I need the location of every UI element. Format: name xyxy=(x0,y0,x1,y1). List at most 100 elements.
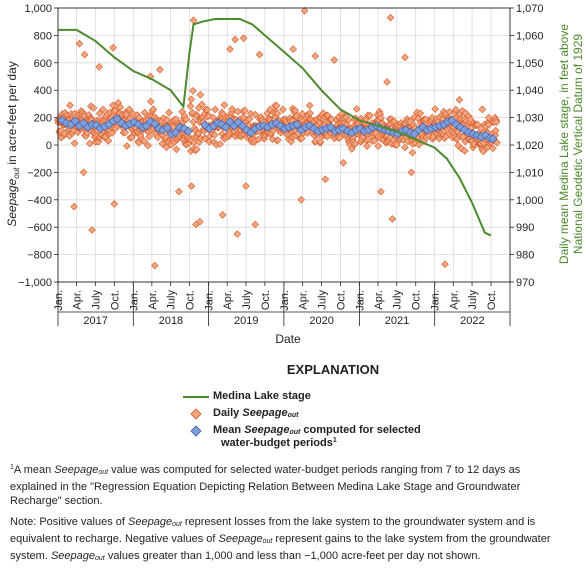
daily-seepage-point xyxy=(305,101,314,110)
daily-seepage-point xyxy=(311,137,320,146)
x-month-label: Apr. xyxy=(298,290,310,310)
x-month-label: Jan. xyxy=(128,290,140,311)
daily-seepage-point xyxy=(386,13,395,22)
daily-seepage-point xyxy=(189,86,197,95)
x-month-label: July xyxy=(392,290,404,310)
daily-seepage-point xyxy=(377,187,385,196)
daily-seepage-point xyxy=(216,140,224,148)
daily-seepage-point xyxy=(147,97,155,106)
daily-seepage-point xyxy=(165,108,173,117)
daily-seepage-point xyxy=(323,132,332,141)
y-tick-label: 600 xyxy=(34,58,52,70)
daily-seepage-point xyxy=(273,109,282,118)
daily-seepage-point xyxy=(89,104,98,112)
mean-seepage-point xyxy=(70,116,80,126)
daily-seepage-point xyxy=(144,141,152,150)
legend-mean-italic: Seepage xyxy=(244,424,290,436)
x-month-label: Oct. xyxy=(260,290,272,310)
mean-seepage-point xyxy=(150,119,160,129)
daily-seepage-point xyxy=(415,140,423,149)
daily-seepage-point xyxy=(79,168,88,177)
daily-seepage-point xyxy=(75,39,84,48)
x-year-label: 2021 xyxy=(385,315,409,327)
x-year-label: 2022 xyxy=(460,315,484,327)
daily-seepage-point xyxy=(95,109,104,118)
y-tick-label: 0 xyxy=(46,140,52,152)
daily-seepage-point xyxy=(316,137,325,146)
y-axis-title-rest: in acre-feet per day xyxy=(5,61,19,164)
daily-seepage-point xyxy=(239,113,248,122)
x-month-label: Oct. xyxy=(335,290,347,310)
daily-seepage-point xyxy=(428,113,437,122)
daily-seepage-point xyxy=(234,107,242,116)
x-month-label: July xyxy=(467,290,479,310)
y-tick-label: −800 xyxy=(27,250,52,262)
legend-mean-text-b: computed for selected xyxy=(303,424,421,436)
y-tick-label: 1,000 xyxy=(24,3,52,15)
daily-seepage-point xyxy=(211,105,220,114)
daily-seepage-point xyxy=(220,101,229,109)
mean-seepage-point xyxy=(481,130,491,141)
daily-seepage-point xyxy=(335,133,344,142)
y2-tick-label: 1,040 xyxy=(516,85,544,97)
daily-seepage-point xyxy=(300,6,309,15)
daily-seepage-point xyxy=(345,116,353,124)
x-month-label: Oct. xyxy=(109,290,121,310)
daily-seepage-point xyxy=(186,102,195,110)
mean-seepage-point xyxy=(309,123,319,134)
daily-seepage-point xyxy=(159,114,168,122)
y2-tick-label: 1,030 xyxy=(516,113,544,125)
daily-seepage-point xyxy=(109,43,117,52)
daily-seepage-point xyxy=(196,217,204,226)
chart-axes xyxy=(54,7,514,326)
daily-seepage-point xyxy=(123,142,131,150)
daily-seepage-point xyxy=(255,50,264,59)
legend-mean-label: Mean Seepageout computed for selected xyxy=(213,424,421,436)
daily-seepage-point xyxy=(401,143,409,152)
daily-seepage-point xyxy=(363,142,371,150)
mean-seepage-point xyxy=(355,123,365,134)
legend-daily-sub: out xyxy=(287,412,299,419)
note-italic-2: Seepage xyxy=(218,533,263,545)
legend-mean-text-line2: water-budget periods xyxy=(221,437,333,449)
x-month-label: Apr. xyxy=(72,290,84,310)
daily-seepage-point xyxy=(196,90,205,99)
daily-seepage-point xyxy=(218,211,227,219)
daily-seepage-point xyxy=(128,133,136,142)
y-tick-label: 400 xyxy=(34,85,52,97)
daily-seepage-point xyxy=(140,137,149,145)
note-sub-1: out xyxy=(172,521,182,528)
daily-seepage-point xyxy=(407,168,416,177)
x-month-label: Apr. xyxy=(448,290,460,310)
x-month-label: Jan. xyxy=(430,290,442,311)
mean-seepage-point xyxy=(488,134,498,144)
x-month-label: July xyxy=(316,290,328,310)
daily-seepage-point xyxy=(203,105,212,114)
daily-seepage-point xyxy=(172,145,181,154)
daily-seepage-point xyxy=(66,101,74,110)
daily-seepage-point xyxy=(245,115,254,123)
daily-seepage-point xyxy=(279,105,287,114)
daily-seepage-point xyxy=(70,202,78,211)
daily-seepage-point xyxy=(192,145,201,154)
daily-seepage-point xyxy=(272,102,281,110)
y2-tick-label: 1,060 xyxy=(516,30,544,42)
x-month-label: Jan. xyxy=(354,290,366,311)
daily-seepage-point xyxy=(330,56,339,64)
y-tick-label: −400 xyxy=(27,195,52,207)
daily-seepage-point xyxy=(251,220,260,229)
daily-seepage-point xyxy=(108,129,116,137)
lake-stage-line xyxy=(58,18,492,237)
y2-tick-label: 1,020 xyxy=(516,140,544,152)
footnote-text-a: A mean xyxy=(13,464,52,476)
x-month-label: Jan. xyxy=(204,290,216,311)
daily-seepage-point xyxy=(489,144,497,153)
note-text-d: values greater than 1,000 and less than … xyxy=(107,550,481,562)
note-text-a: Note: Positive values of xyxy=(10,516,125,528)
note-italic-3: Seepage xyxy=(50,550,96,562)
daily-seepage-point xyxy=(99,105,107,114)
daily-seepage-point xyxy=(182,115,191,124)
y2-tick-label: 1,010 xyxy=(516,167,544,179)
y2-tick-label: 970 xyxy=(516,277,534,289)
mean-seepage-point xyxy=(116,118,127,128)
